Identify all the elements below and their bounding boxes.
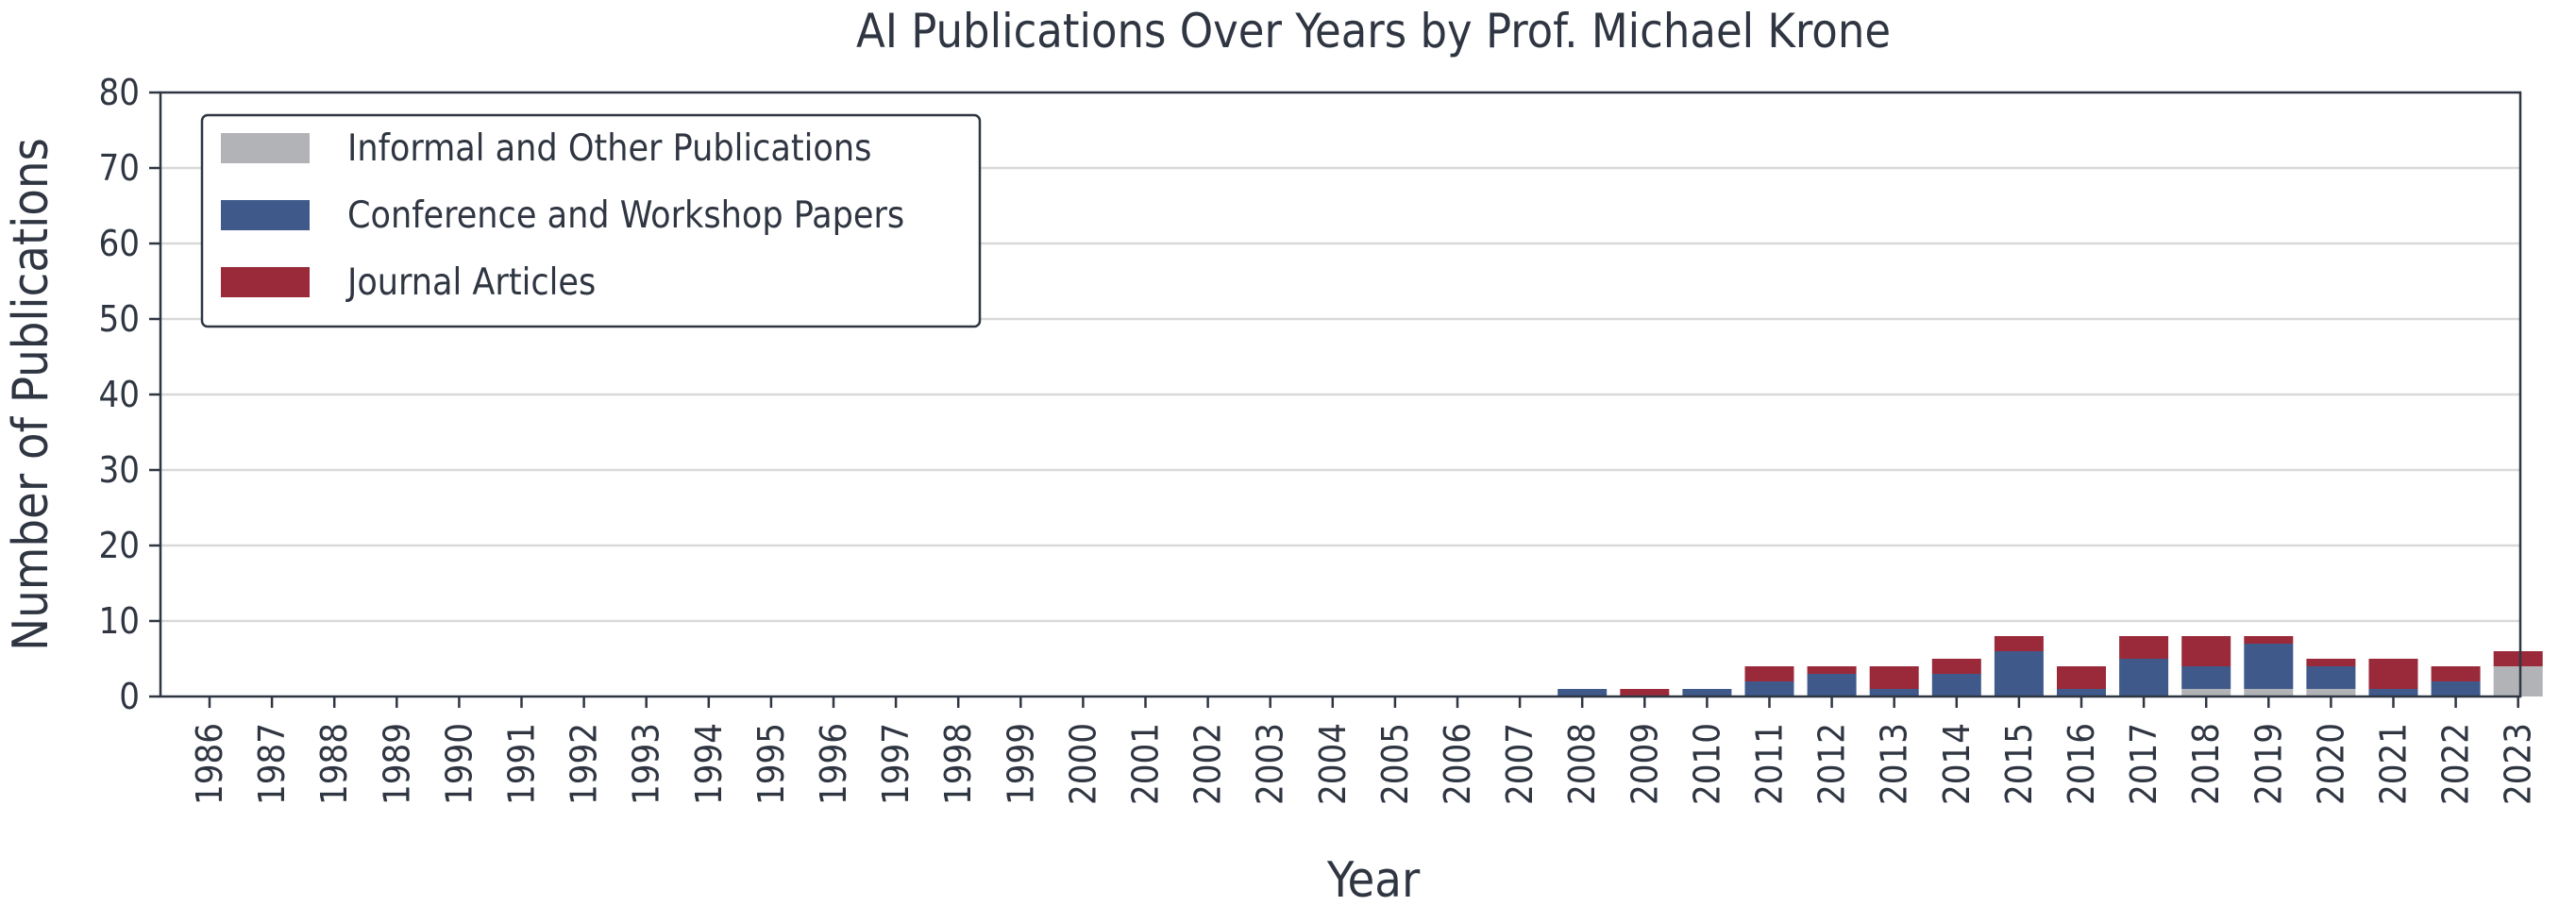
y-tick-label: 30 — [99, 449, 141, 491]
legend-label: Conference and Workshop Papers — [347, 194, 904, 237]
bar-segment — [2181, 666, 2231, 689]
y-tick-label: 50 — [99, 298, 141, 340]
x-tick-label: 1987 — [251, 723, 293, 805]
bar-segment — [1744, 666, 1794, 681]
x-tick-label: 2018 — [2185, 723, 2227, 805]
bar-segment — [2493, 651, 2543, 666]
x-tick-label: 1995 — [750, 723, 792, 805]
x-axis-label: Year — [1326, 852, 1421, 909]
y-tick-label: 0 — [119, 676, 140, 717]
bar-segment — [1682, 689, 1732, 696]
x-tick-label: 2017 — [2123, 723, 2164, 805]
x-tick-label: 2012 — [1811, 723, 1853, 805]
x-tick-label: 1994 — [688, 723, 730, 805]
bar-segment — [2181, 689, 2231, 696]
bar-segment — [1807, 674, 1857, 696]
bar-segment — [2306, 659, 2356, 666]
x-tick-label: 2009 — [1624, 723, 1665, 805]
x-tick-label: 2022 — [2435, 723, 2477, 805]
x-tick-label: 1992 — [564, 723, 605, 805]
y-tick-label: 80 — [99, 72, 141, 113]
y-axis-ticks: 0 10 20 30 40 50 60 70 80 — [99, 72, 160, 717]
x-tick-label: 2011 — [1749, 723, 1791, 805]
bar-segment — [1807, 666, 1857, 674]
bar-segment — [2306, 689, 2356, 696]
bar-segment — [2493, 666, 2543, 696]
x-tick-label: 1997 — [875, 723, 917, 805]
bar-segment — [1620, 689, 1670, 696]
chart-title: AI Publications Over Years by Prof. Mich… — [856, 4, 1891, 59]
x-tick-label: 2021 — [2373, 723, 2415, 805]
x-tick-label: 2010 — [1686, 723, 1727, 805]
legend-swatch — [221, 200, 310, 230]
x-tick-label: 2002 — [1187, 723, 1229, 805]
bar-segment — [1931, 674, 1981, 696]
x-tick-label: 1999 — [1000, 723, 1041, 805]
bar-segment — [1869, 666, 1919, 689]
legend-label: Informal and Other Publications — [347, 127, 871, 170]
y-tick-label: 10 — [99, 600, 141, 642]
legend-swatch — [221, 267, 310, 297]
x-tick-label: 2014 — [1936, 723, 1978, 805]
x-tick-label: 2020 — [2310, 723, 2351, 805]
bar-segment — [2306, 666, 2356, 689]
x-tick-label: 1986 — [189, 723, 230, 805]
bar-segment — [2244, 636, 2294, 644]
legend-box — [200, 113, 982, 328]
bar-segment — [2368, 659, 2418, 689]
bar-segment — [1869, 689, 1919, 696]
bar-segment — [2057, 666, 2106, 689]
bar-segment — [2057, 689, 2106, 696]
bar-segment — [2244, 689, 2294, 696]
y-tick-label: 60 — [99, 223, 141, 264]
x-tick-label: 2013 — [1874, 723, 1915, 805]
x-tick-label: 1998 — [937, 723, 979, 805]
x-tick-label: 2008 — [1561, 723, 1603, 805]
bar-marks — [1557, 636, 2543, 696]
legend-swatch — [221, 133, 310, 163]
bar-segment — [2244, 644, 2294, 689]
bar-segment — [2181, 636, 2231, 666]
legend-label: Journal Articles — [345, 261, 596, 304]
x-tick-label: 2019 — [2248, 723, 2289, 805]
x-tick-label: 2001 — [1125, 723, 1167, 805]
bar-segment — [2431, 666, 2481, 681]
x-tick-label: 2015 — [1998, 723, 2040, 805]
bar-segment — [1994, 651, 2044, 696]
x-tick-label: 2003 — [1250, 723, 1291, 805]
x-tick-label: 1990 — [438, 723, 480, 805]
x-tick-label: 1988 — [313, 723, 355, 805]
legend: Informal and Other Publications Conferenc… — [200, 113, 982, 328]
x-tick-label: 1996 — [813, 723, 854, 805]
bar-segment — [2119, 659, 2169, 696]
x-tick-label: 1993 — [626, 723, 667, 805]
x-axis-ticks: 1986 1987 1988 1989 1990 1991 1992 1993 1994 1995… — [189, 696, 2539, 805]
y-tick-label: 40 — [99, 374, 141, 415]
bar-segment — [2431, 681, 2481, 696]
x-tick-label: 2004 — [1312, 723, 1354, 805]
bar-segment — [2368, 689, 2418, 696]
y-tick-label: 20 — [99, 525, 141, 566]
x-tick-label: 1989 — [376, 723, 417, 805]
x-tick-label: 2007 — [1499, 723, 1541, 805]
y-tick-label: 70 — [99, 147, 141, 189]
bar-segment — [1931, 659, 1981, 674]
x-tick-label: 2006 — [1437, 723, 1478, 805]
x-tick-label: 2016 — [2061, 723, 2102, 805]
x-tick-label: 2023 — [2498, 723, 2539, 805]
x-tick-label: 2005 — [1374, 723, 1416, 805]
x-tick-label: 1991 — [501, 723, 543, 805]
y-axis-label: Number of Publications — [3, 138, 59, 651]
bar-segment — [1744, 681, 1794, 696]
x-tick-label: 2000 — [1062, 723, 1103, 805]
bar-segment — [1557, 689, 1608, 696]
bar-segment — [1994, 636, 2044, 651]
bar-segment — [2119, 636, 2169, 659]
